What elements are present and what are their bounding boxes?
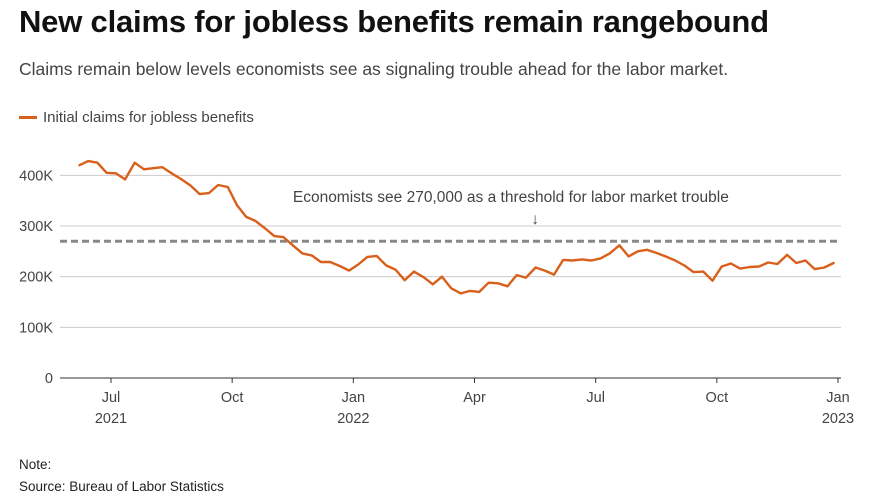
y-tick-label: 100K bbox=[19, 320, 53, 336]
x-tick-label: Jan bbox=[826, 390, 849, 406]
chart-title: New claims for jobless benefits remain r… bbox=[19, 4, 769, 39]
x-tick-label: Jul bbox=[102, 390, 121, 406]
note-label: Note: bbox=[19, 457, 52, 472]
x-tick-label: Oct bbox=[706, 390, 729, 406]
x-tick-year-label: 2023 bbox=[822, 411, 854, 427]
x-tick-year-label: 2021 bbox=[95, 411, 127, 427]
x-tick-label: Jan bbox=[342, 390, 365, 406]
series-line bbox=[78, 159, 835, 295]
threshold-arrow: ↓ bbox=[531, 211, 539, 228]
y-tick-label: 400K bbox=[19, 168, 53, 184]
x-tick-label: Jul bbox=[586, 390, 605, 406]
y-tick-label: 0 bbox=[45, 371, 53, 387]
legend: Initial claims for jobless benefits bbox=[19, 109, 254, 126]
x-tick-label: Oct bbox=[221, 390, 244, 406]
chart-subtitle: Claims remain below levels economists se… bbox=[19, 59, 729, 79]
y-tick-label: 300K bbox=[19, 219, 53, 235]
source-note: Source: Bureau of Labor Statistics bbox=[19, 479, 224, 494]
legend-label: Initial claims for jobless benefits bbox=[43, 109, 254, 126]
x-tick-year-label: 2022 bbox=[337, 411, 369, 427]
x-tick-label: Apr bbox=[463, 390, 486, 406]
y-tick-label: 200K bbox=[19, 270, 53, 286]
legend-swatch bbox=[19, 116, 37, 119]
threshold-annotation: Economists see 270,000 as a threshold fo… bbox=[293, 189, 729, 206]
